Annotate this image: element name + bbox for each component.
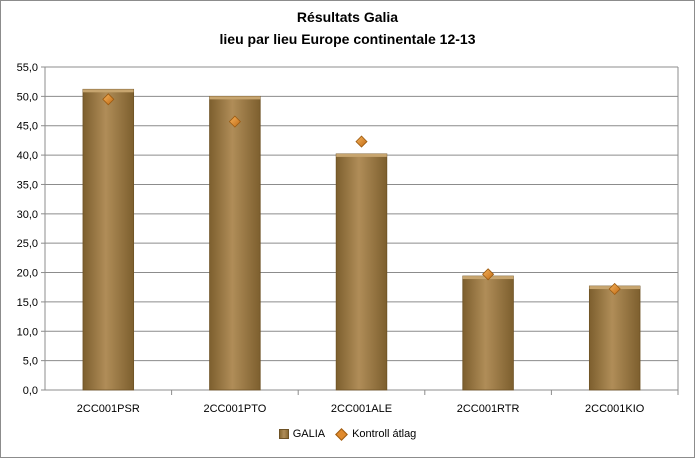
y-tick-label: 50,0 [17, 91, 38, 103]
y-tick-label: 25,0 [17, 238, 38, 250]
bar-galia-2CC001PTO [209, 95, 261, 391]
bar-top-highlight [209, 96, 261, 100]
y-tick-label: 55,0 [17, 62, 38, 74]
legend-item-kontroll: Kontroll átlag [335, 427, 417, 441]
y-tick-label: 35,0 [17, 179, 38, 191]
bar-galia-2CC001ALE [335, 153, 388, 391]
legend-item-galia: GALIA [278, 428, 326, 440]
x-tick-label: 2CC001PSR [77, 403, 140, 415]
marker-kontroll-2CC001RTR [482, 268, 495, 281]
y-tick-label: 5,0 [23, 356, 38, 368]
x-tick-label: 2CC001KIO [585, 403, 645, 415]
marker-kontroll-2CC001PSR [102, 93, 115, 106]
y-tick-label: 0,0 [23, 385, 38, 397]
y-tick-label: 30,0 [17, 209, 38, 221]
chart-subtitle: lieu par lieu Europe continentale 12-13 [219, 31, 476, 47]
y-tick-label: 20,0 [17, 268, 38, 280]
legend: GALIA Kontroll átlag [0, 427, 695, 441]
y-tick-label: 45,0 [17, 121, 38, 133]
legend-label-galia: GALIA [292, 428, 326, 440]
legend-diamond-swatch [335, 427, 348, 441]
marker-kontroll-2CC001ALE [355, 135, 368, 148]
bar-top-highlight [82, 89, 134, 93]
y-tick-label: 15,0 [17, 297, 38, 309]
y-tick-label: 40,0 [17, 150, 38, 162]
x-tick-label: 2CC001RTR [457, 403, 520, 415]
legend-label-kontroll: Kontroll átlag [352, 428, 417, 440]
legend-bar-swatch [278, 429, 289, 439]
x-tick-label: 2CC001PTO [204, 403, 267, 415]
bar-galia-2CC001RTR [462, 275, 514, 391]
marker-kontroll-2CC001KIO [608, 282, 621, 296]
x-tick-label: 2CC001ALE [331, 403, 392, 415]
bar-galia-2CC001PSR [82, 88, 135, 391]
y-tick-label: 10,0 [17, 326, 38, 338]
marker-kontroll-2CC001PTO [228, 115, 241, 128]
bar-galia-2CC001KIO [588, 285, 641, 391]
chart-title: Résultats Galia [296, 9, 399, 25]
bar-top-highlight [336, 153, 387, 157]
